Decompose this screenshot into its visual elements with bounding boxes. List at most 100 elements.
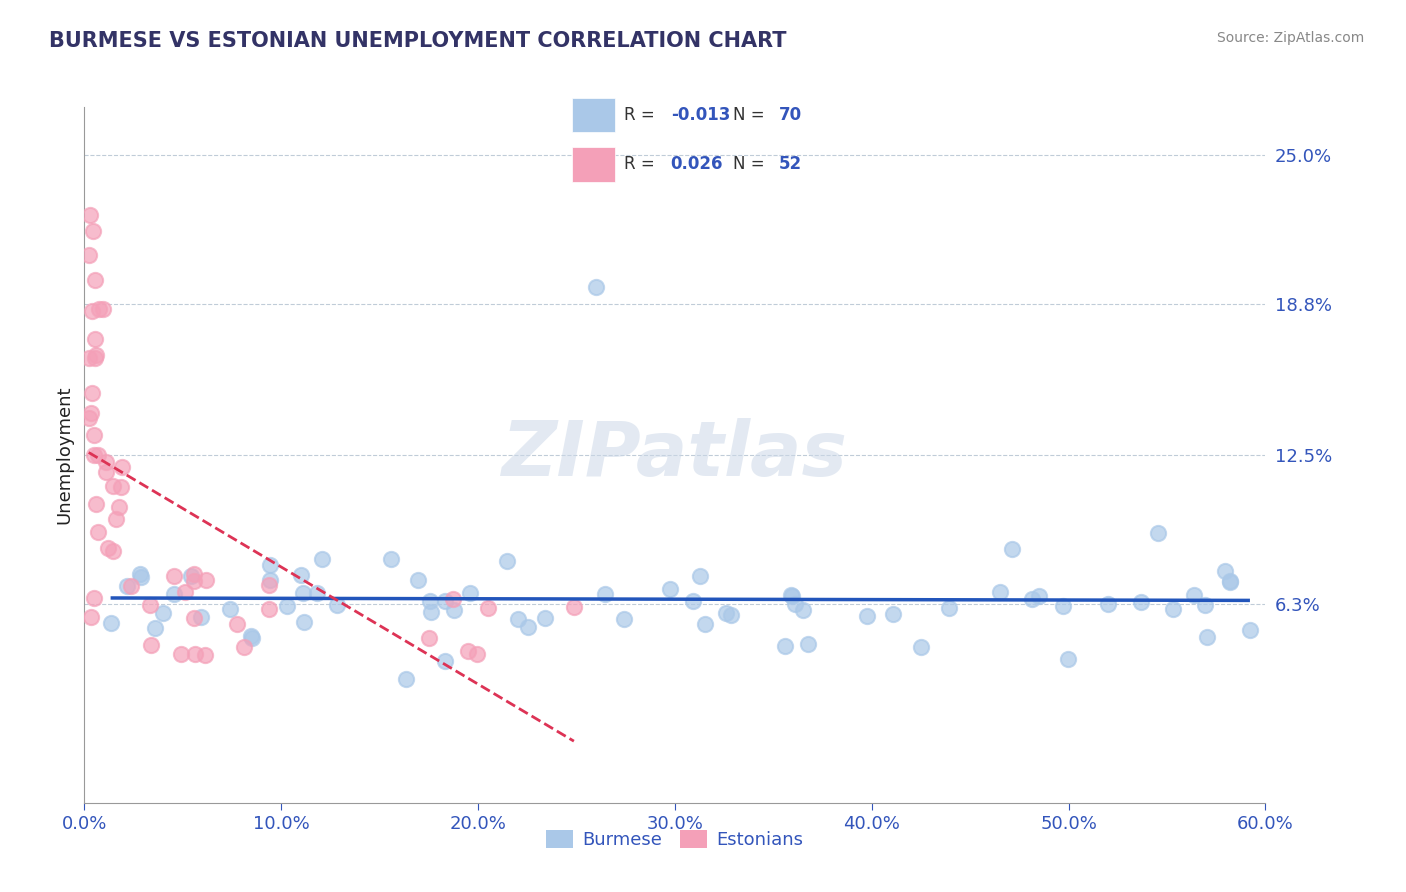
- Point: [101, 543, 124, 558]
- Point: [87, 524, 110, 539]
- Point: [418, 631, 440, 645]
- Point: [595, 587, 617, 601]
- Point: [780, 588, 803, 602]
- Point: [83, 448, 105, 462]
- Point: [77, 247, 100, 261]
- Point: [796, 637, 818, 651]
- Point: [82, 304, 104, 318]
- Point: [79, 208, 101, 222]
- Point: [183, 648, 205, 662]
- Point: [110, 480, 132, 494]
- Point: [104, 511, 127, 525]
- Point: [152, 606, 174, 620]
- Point: [290, 567, 312, 582]
- Point: [163, 587, 186, 601]
- Point: [162, 568, 184, 582]
- Point: [773, 639, 796, 653]
- Point: [80, 406, 103, 420]
- Text: N =: N =: [733, 155, 769, 173]
- Point: [259, 574, 281, 588]
- Point: [1239, 623, 1261, 637]
- Point: [1056, 652, 1078, 666]
- Point: [988, 585, 1011, 599]
- Point: [129, 570, 152, 584]
- Y-axis label: Unemployment: Unemployment: [55, 385, 73, 524]
- Text: 52: 52: [779, 155, 801, 173]
- Point: [97, 541, 120, 556]
- Point: [496, 554, 519, 568]
- Point: [84, 351, 107, 365]
- Point: [89, 302, 111, 317]
- Point: [108, 500, 131, 515]
- Point: [139, 598, 162, 612]
- Point: [792, 603, 814, 617]
- Point: [1161, 602, 1184, 616]
- Text: R =: R =: [624, 106, 661, 124]
- Text: R =: R =: [624, 155, 661, 173]
- Point: [87, 448, 110, 462]
- Legend: Burmese, Estonians: Burmese, Estonians: [538, 822, 811, 856]
- Text: 70: 70: [779, 106, 801, 124]
- Point: [128, 566, 150, 581]
- Text: N =: N =: [733, 106, 769, 124]
- Point: [111, 459, 134, 474]
- Point: [682, 594, 704, 608]
- Point: [219, 602, 242, 616]
- Point: [233, 640, 256, 654]
- Point: [183, 574, 205, 588]
- Point: [477, 600, 499, 615]
- Point: [100, 616, 122, 631]
- Text: -0.013: -0.013: [671, 106, 730, 124]
- Point: [292, 615, 315, 630]
- Point: [1194, 598, 1216, 612]
- Point: [83, 591, 105, 606]
- Point: [856, 608, 879, 623]
- Point: [533, 611, 555, 625]
- Point: [1147, 525, 1170, 540]
- Text: 0.026: 0.026: [671, 155, 723, 173]
- Point: [720, 607, 742, 622]
- Point: [259, 558, 281, 572]
- Point: [193, 648, 215, 663]
- Point: [465, 647, 488, 661]
- Point: [180, 568, 202, 582]
- Point: [96, 455, 118, 469]
- Point: [443, 603, 465, 617]
- Point: [195, 573, 218, 587]
- Point: [1219, 574, 1241, 588]
- Point: [882, 607, 904, 621]
- Point: [406, 573, 429, 587]
- FancyBboxPatch shape: [572, 98, 614, 132]
- Point: [141, 638, 163, 652]
- FancyBboxPatch shape: [572, 147, 614, 182]
- Point: [80, 610, 103, 624]
- Point: [419, 594, 441, 608]
- Point: [239, 628, 262, 642]
- Point: [83, 428, 105, 442]
- Point: [311, 552, 333, 566]
- Point: [77, 411, 100, 425]
- Point: [458, 586, 481, 600]
- Point: [1021, 591, 1043, 606]
- Point: [143, 621, 166, 635]
- Point: [80, 386, 103, 401]
- Point: [291, 586, 314, 600]
- Point: [183, 566, 205, 581]
- Point: [307, 586, 329, 600]
- Point: [84, 273, 107, 287]
- Point: [276, 599, 298, 613]
- Text: ZIPatlas: ZIPatlas: [502, 418, 848, 491]
- Point: [91, 301, 114, 316]
- Point: [84, 497, 107, 511]
- Point: [938, 601, 960, 615]
- Point: [434, 594, 457, 608]
- Point: [120, 579, 142, 593]
- Point: [94, 465, 117, 479]
- Point: [659, 582, 682, 596]
- Point: [1130, 595, 1153, 609]
- Point: [84, 332, 107, 346]
- Point: [585, 280, 607, 294]
- Point: [325, 598, 347, 612]
- Text: Source: ZipAtlas.com: Source: ZipAtlas.com: [1216, 31, 1364, 45]
- Point: [1001, 542, 1024, 557]
